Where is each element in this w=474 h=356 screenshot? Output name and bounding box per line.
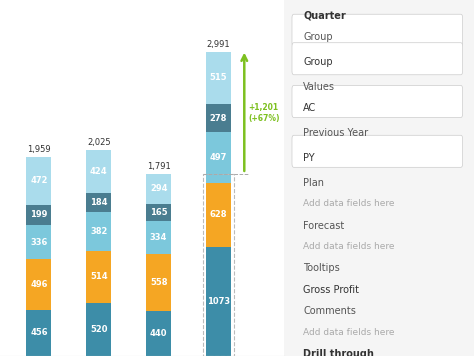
Text: 472: 472 <box>30 176 48 185</box>
Bar <box>206 183 231 247</box>
FancyBboxPatch shape <box>292 135 463 167</box>
Text: 2,025: 2,025 <box>87 138 110 147</box>
Bar <box>86 193 111 212</box>
Text: Comments: Comments <box>303 306 356 316</box>
Text: 520: 520 <box>90 325 108 334</box>
Text: PY: PY <box>303 153 315 163</box>
Bar <box>203 174 234 356</box>
Text: Values: Values <box>303 82 336 92</box>
Text: 456: 456 <box>30 328 48 337</box>
Text: Add data fields here: Add data fields here <box>303 199 395 208</box>
Text: +1,201
(+67%): +1,201 (+67%) <box>248 103 279 122</box>
Text: 496: 496 <box>30 280 48 289</box>
Text: 1,959: 1,959 <box>27 145 51 154</box>
Text: 165: 165 <box>150 208 167 216</box>
Bar <box>146 204 171 220</box>
Text: 440: 440 <box>150 329 167 338</box>
Text: 1,791: 1,791 <box>147 162 171 171</box>
Text: Tooltips: Tooltips <box>303 263 340 273</box>
Text: Plan: Plan <box>303 178 324 188</box>
Text: 184: 184 <box>90 198 108 207</box>
Bar <box>27 310 52 356</box>
Bar <box>146 220 171 255</box>
Text: Group: Group <box>303 57 333 67</box>
Bar <box>27 225 52 259</box>
Text: 278: 278 <box>210 114 227 123</box>
Bar <box>27 157 52 205</box>
Text: Drill through: Drill through <box>303 349 374 356</box>
Bar <box>206 247 231 356</box>
Bar <box>86 150 111 193</box>
Text: Previous Year: Previous Year <box>303 128 368 138</box>
Bar <box>206 132 231 183</box>
Text: Add data fields here: Add data fields here <box>303 328 395 336</box>
Bar <box>146 255 171 311</box>
Text: 497: 497 <box>210 153 227 162</box>
Text: 514: 514 <box>90 272 108 282</box>
Text: Forecast: Forecast <box>303 221 345 231</box>
Bar <box>206 104 231 132</box>
Text: 336: 336 <box>30 237 47 247</box>
Text: AC: AC <box>303 103 317 113</box>
Text: 294: 294 <box>150 184 167 193</box>
Bar <box>86 212 111 251</box>
Bar <box>86 303 111 356</box>
Text: 628: 628 <box>210 210 228 219</box>
FancyBboxPatch shape <box>292 14 463 46</box>
Text: 334: 334 <box>150 233 167 242</box>
FancyBboxPatch shape <box>292 43 463 75</box>
Bar <box>86 251 111 303</box>
Text: Gross Profit: Gross Profit <box>303 285 359 295</box>
Text: 424: 424 <box>90 167 108 176</box>
Text: 2,991: 2,991 <box>207 40 230 49</box>
Text: 515: 515 <box>210 73 228 83</box>
Bar <box>146 174 171 204</box>
Bar <box>146 311 171 356</box>
Text: 382: 382 <box>90 227 108 236</box>
Text: 558: 558 <box>150 278 167 287</box>
Bar <box>27 259 52 310</box>
Text: Add data fields here: Add data fields here <box>303 242 395 251</box>
Text: 1073: 1073 <box>207 297 230 306</box>
Text: Group: Group <box>303 32 333 42</box>
Text: Quarter: Quarter <box>303 11 346 21</box>
Bar <box>206 52 231 104</box>
Bar <box>27 205 52 225</box>
Text: 199: 199 <box>30 210 47 219</box>
FancyBboxPatch shape <box>292 85 463 117</box>
